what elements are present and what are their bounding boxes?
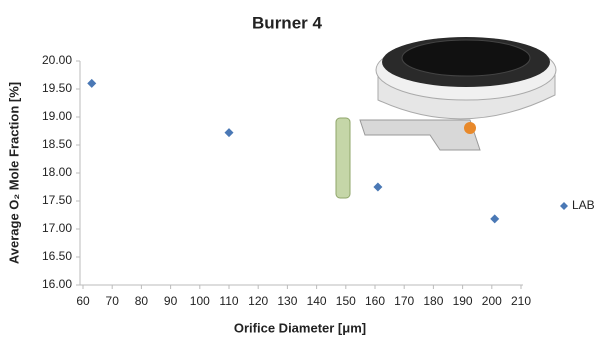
legend-label: LAB <box>572 198 595 212</box>
x-tick-label: 140 <box>307 294 327 308</box>
x-tick-label: 110 <box>219 294 238 308</box>
x-tick-label: 210 <box>511 294 531 308</box>
x-tick-label: 60 <box>76 294 90 308</box>
x-tick-label: 120 <box>248 294 268 308</box>
y-tick-label: 19.00 <box>42 109 72 123</box>
page: Burner 4 Orifice Diameter [μm] Average O… <box>0 0 596 345</box>
data-point <box>490 214 499 223</box>
x-tick-label: 160 <box>365 294 385 308</box>
y-axis-title: Average O₂ Mole Fraction [%] <box>6 82 21 264</box>
y-tick-label: 20.00 <box>42 53 72 67</box>
legend-marker <box>560 202 568 210</box>
data-point <box>87 79 96 88</box>
x-tick-label: 90 <box>164 294 178 308</box>
chart: Burner 4 Orifice Diameter [μm] Average O… <box>0 0 596 345</box>
y-tick-label: 16.50 <box>42 249 72 263</box>
y-tick-label: 19.50 <box>42 81 72 95</box>
x-axis-title: Orifice Diameter [μm] <box>234 320 366 335</box>
x-tick-label: 100 <box>190 294 210 308</box>
y-tick-label: 16.00 <box>42 277 72 291</box>
x-tick-label: 70 <box>106 294 120 308</box>
y-tick-label: 17.50 <box>42 193 72 207</box>
data-point <box>225 128 234 137</box>
burner-illustration <box>336 37 556 198</box>
chart-title: Burner 4 <box>252 13 322 32</box>
x-tick-label: 130 <box>277 294 297 308</box>
y-tick-label: 17.00 <box>42 221 72 235</box>
y-tick-label: 18.00 <box>42 165 72 179</box>
x-tick-label: 170 <box>394 294 414 308</box>
y-tick-label: 18.50 <box>42 137 72 151</box>
x-tick-label: 200 <box>482 294 502 308</box>
x-tick-label: 190 <box>453 294 473 308</box>
x-tick-label: 80 <box>135 294 149 308</box>
x-tick-label: 180 <box>423 294 443 308</box>
data-point <box>373 183 382 192</box>
x-tick-label: 150 <box>336 294 356 308</box>
